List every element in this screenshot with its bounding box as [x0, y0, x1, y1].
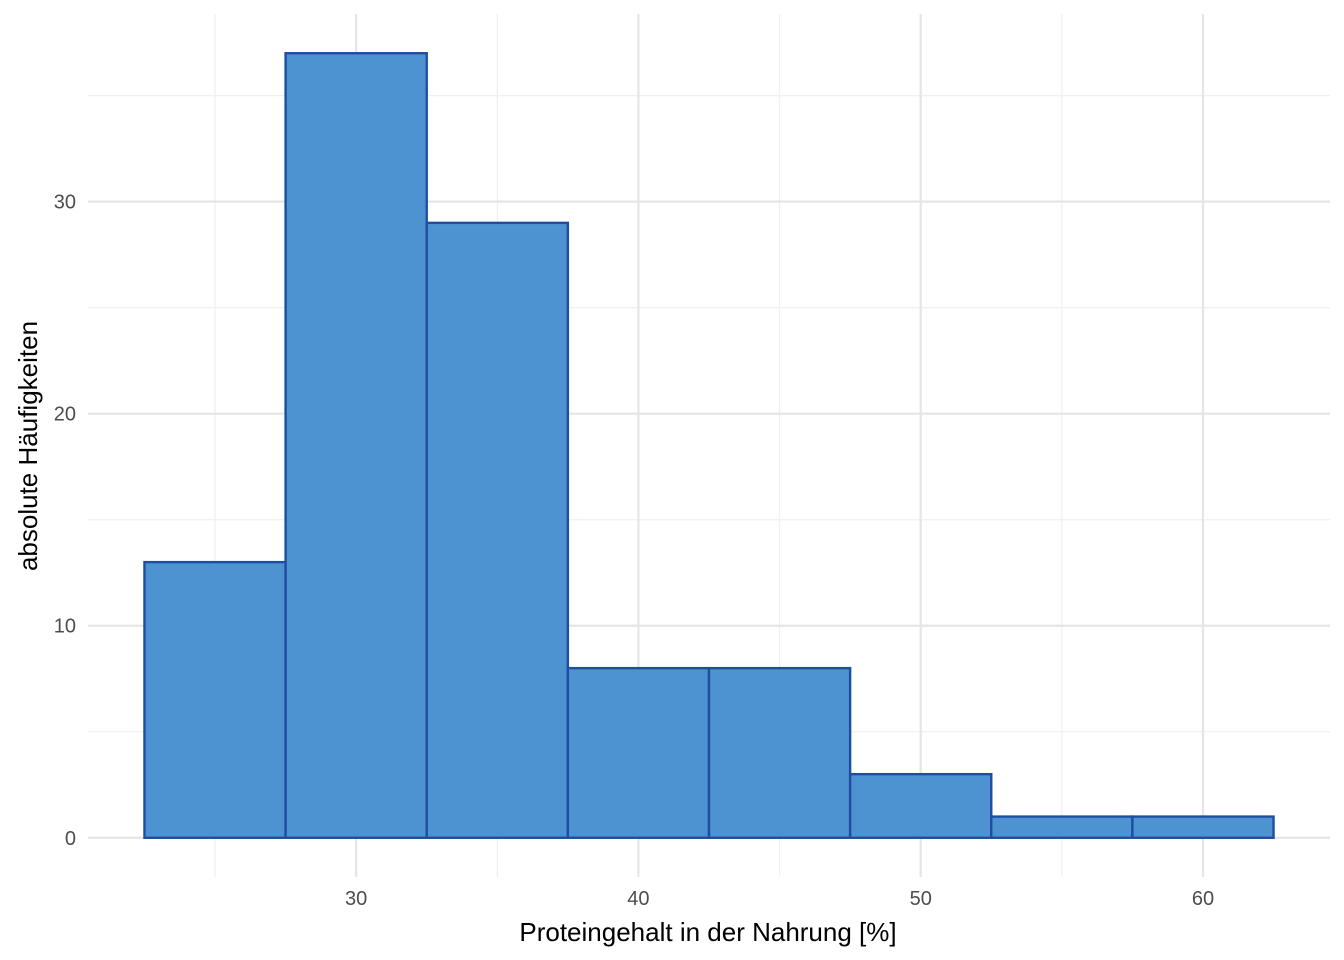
histogram-bar	[1131, 815, 1275, 839]
y-tick-label: 30	[54, 192, 76, 214]
histogram-bar	[425, 221, 570, 839]
y-tick-label: 0	[65, 828, 76, 850]
x-tick-label: 30	[345, 888, 367, 910]
histogram-bar	[990, 815, 1134, 839]
y-axis-title: absolute Häufigkeiten	[13, 321, 43, 571]
y-tick-label: 10	[54, 616, 76, 638]
histogram-bar	[707, 666, 852, 839]
histogram-bar	[284, 52, 428, 839]
y-axis-ticks: 0 10 20 30	[54, 192, 76, 850]
histogram-bar	[143, 560, 287, 839]
histogram-bar	[848, 772, 993, 839]
x-axis-title: Proteingehalt in der Nahrung [%]	[519, 917, 896, 947]
x-tick-label: 50	[910, 888, 932, 910]
x-tick-label: 60	[1192, 888, 1214, 910]
bars	[143, 52, 1275, 839]
x-tick-label: 40	[627, 888, 649, 910]
x-axis-ticks: 30 40 50 60	[345, 888, 1214, 910]
y-tick-label: 20	[54, 404, 76, 426]
histogram-bar	[566, 666, 711, 839]
